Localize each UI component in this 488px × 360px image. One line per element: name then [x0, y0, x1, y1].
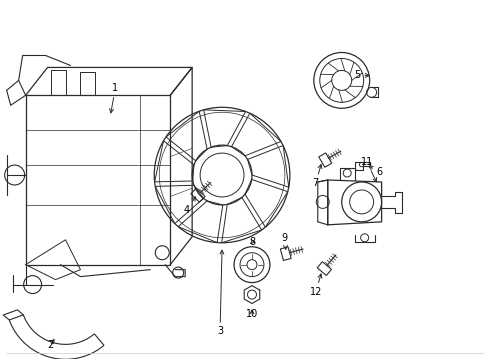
Text: 12: 12 [309, 274, 321, 297]
Text: 5: 5 [354, 71, 368, 80]
Text: 2: 2 [47, 339, 54, 350]
Text: 1: 1 [109, 84, 118, 113]
Text: 8: 8 [248, 237, 255, 247]
Text: 4: 4 [183, 197, 195, 215]
Text: 7: 7 [312, 165, 321, 188]
Text: 10: 10 [245, 310, 258, 319]
Text: 11: 11 [360, 157, 376, 182]
Text: 6: 6 [368, 166, 382, 177]
Text: 3: 3 [217, 250, 224, 336]
Text: 9: 9 [281, 233, 287, 249]
